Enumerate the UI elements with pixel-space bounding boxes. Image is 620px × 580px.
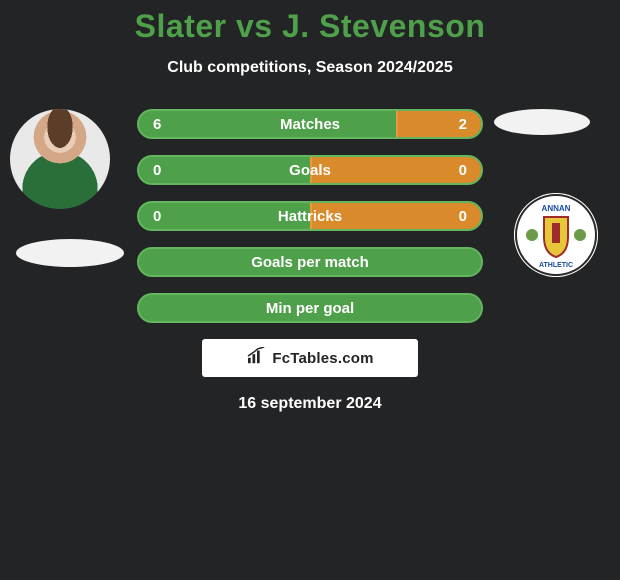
bar-label: Min per goal [139, 295, 481, 321]
page-title: Slater vs J. Stevenson [0, 0, 620, 45]
subtitle: Club competitions, Season 2024/2025 [0, 59, 620, 77]
team-ellipse-right [494, 109, 590, 135]
brand-text: FcTables.com [272, 350, 373, 367]
bar-label: Matches [139, 111, 481, 137]
stat-bar-goals: 00Goals [137, 155, 483, 185]
brand-badge: FcTables.com [202, 339, 418, 377]
stat-bar-min-per-goal: Min per goal [137, 293, 483, 323]
bar-label: Goals [139, 157, 481, 183]
bar-label: Goals per match [139, 249, 481, 275]
svg-text:ATHLETIC: ATHLETIC [539, 262, 573, 269]
stat-bar-matches: 62Matches [137, 109, 483, 139]
club-badge-icon: ANNAN ATHLETIC [514, 193, 598, 277]
date-text: 16 september 2024 [0, 395, 620, 413]
stat-bars: 62Matches 00Goals 00Hattricks Goals per mat… [137, 109, 483, 323]
stat-bar-hattricks: 00Hattricks [137, 201, 483, 231]
bar-label: Hattricks [139, 203, 481, 229]
comparison-panel: ANNAN ATHLETIC 62Matches 00Goals 00Hattric… [0, 109, 620, 413]
avatar-right: ANNAN ATHLETIC [514, 193, 598, 277]
chart-icon [246, 347, 268, 370]
team-ellipse-left [16, 239, 124, 267]
stat-bar-goals-per-match: Goals per match [137, 247, 483, 277]
avatar-left [10, 109, 110, 209]
svg-text:ANNAN: ANNAN [542, 204, 571, 213]
